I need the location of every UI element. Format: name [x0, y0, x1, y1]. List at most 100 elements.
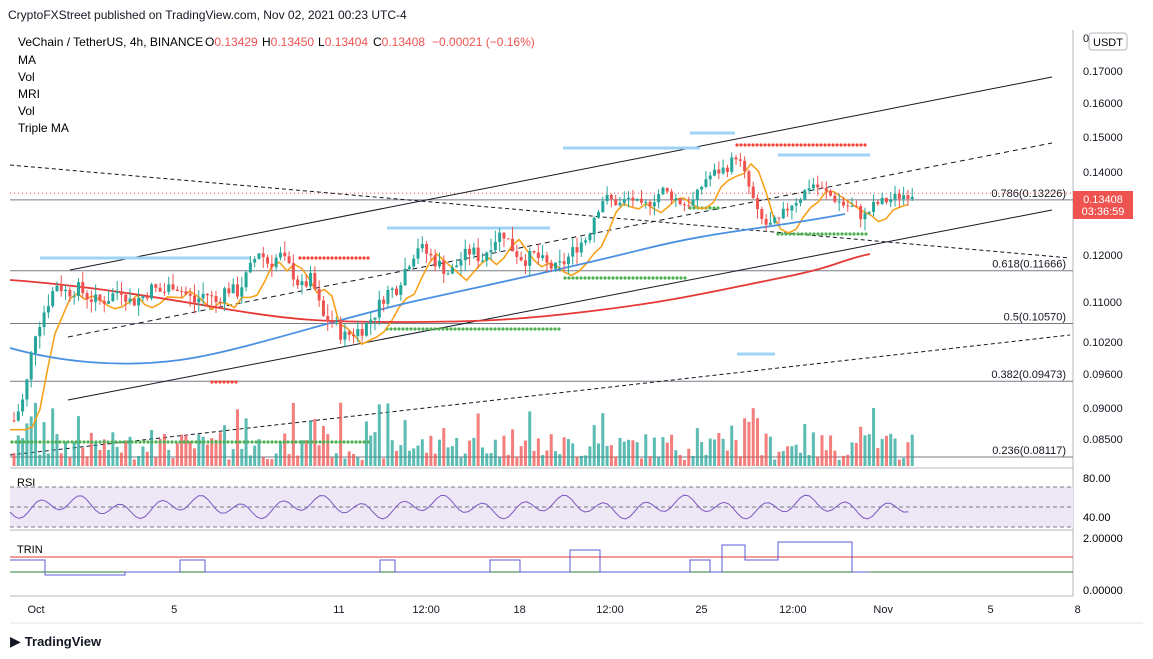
- candle-body: [528, 250, 532, 266]
- green-signal-dot: [417, 327, 421, 331]
- candle-body: [119, 291, 123, 295]
- green-signal-dot: [481, 327, 485, 331]
- green-signal-dot: [501, 327, 505, 331]
- green-signal-dot: [517, 327, 521, 331]
- volume-bar: [261, 457, 265, 466]
- green-signal-dot: [631, 276, 635, 280]
- volume-bar: [450, 446, 454, 466]
- volume-bar: [631, 440, 635, 466]
- green-signal-dot: [214, 440, 218, 444]
- green-signal-dot: [780, 232, 784, 236]
- candle-body: [261, 253, 265, 258]
- green-signal-dot: [525, 327, 529, 331]
- candle-body: [614, 199, 618, 206]
- volume-bar: [85, 456, 89, 466]
- legend: VeChain / TetherUS, 4h, BINANCE O0.13429…: [18, 35, 535, 135]
- candle-body: [764, 218, 768, 225]
- volume-bar: [665, 442, 669, 466]
- candle-body: [635, 198, 639, 201]
- green-signal-dot: [118, 440, 122, 444]
- volume-bar: [124, 440, 128, 466]
- candle-body: [897, 193, 901, 200]
- green-signal-dot: [599, 276, 603, 280]
- red-signal-dot: [310, 256, 314, 260]
- candle-body: [16, 411, 20, 421]
- volume-bar: [837, 459, 841, 466]
- green-signal-dot: [50, 440, 54, 444]
- candle-body: [571, 247, 575, 257]
- green-signal-dot: [190, 440, 194, 444]
- candle-body: [622, 199, 626, 203]
- green-signal-dot: [34, 440, 38, 444]
- green-signal-dot: [607, 276, 611, 280]
- volume-bar: [119, 452, 123, 466]
- green-signal-dot: [537, 327, 541, 331]
- candle-body: [124, 294, 128, 302]
- volume-bar: [601, 413, 605, 466]
- candle-body: [657, 194, 661, 203]
- green-signal-dot: [246, 440, 250, 444]
- red-signal-dot: [306, 256, 310, 260]
- candle-body: [240, 287, 244, 297]
- green-signal-dot: [716, 206, 720, 210]
- volume-bar: [145, 451, 149, 466]
- volume-bar: [523, 440, 527, 466]
- candle-body: [468, 248, 472, 255]
- volume-bar: [558, 454, 562, 466]
- green-signal-dot: [342, 440, 346, 444]
- candle-body: [777, 217, 781, 219]
- red-signal-dot: [803, 143, 807, 147]
- green-signal-dot: [182, 440, 186, 444]
- volume-bar: [893, 438, 897, 466]
- time-tick-label: 12:00: [596, 604, 624, 616]
- candle-body: [511, 238, 515, 252]
- candle-body: [132, 298, 136, 306]
- volume-bar: [42, 422, 46, 466]
- volume-bar: [700, 442, 704, 466]
- volume-bar: [833, 450, 837, 466]
- green-signal-dot: [222, 440, 226, 444]
- candle-body: [713, 169, 717, 176]
- candle-body: [523, 260, 527, 266]
- green-signal-dot: [226, 440, 230, 444]
- rsi-label: RSI: [17, 477, 35, 489]
- candle-body: [21, 399, 25, 412]
- red-signal-dot: [811, 143, 815, 147]
- volume-bar: [661, 437, 665, 466]
- volume-bar: [102, 439, 106, 466]
- volume-bar: [738, 456, 742, 466]
- green-signal-dot: [497, 327, 501, 331]
- green-signal-dot: [158, 440, 162, 444]
- green-signal-dot: [174, 440, 178, 444]
- green-signal-dot: [579, 276, 583, 280]
- candle-body: [609, 194, 613, 200]
- green-signal-dot: [820, 232, 824, 236]
- svg-text:O0.13429: O0.13429: [205, 35, 258, 49]
- volume-bar: [111, 432, 115, 466]
- indicator-triple-ma: Triple MA: [18, 121, 69, 135]
- volume-bar: [781, 451, 785, 466]
- volume-bar: [360, 459, 364, 466]
- candle-body: [227, 288, 231, 294]
- currency-badge[interactable]: USDT: [1088, 32, 1128, 51]
- green-signal-dot: [848, 232, 852, 236]
- volume-bar: [910, 434, 914, 466]
- candle-body: [734, 157, 738, 160]
- volume-bar: [330, 457, 334, 466]
- green-signal-dot: [816, 232, 820, 236]
- trin-tick-label: 0.00000: [1083, 585, 1123, 597]
- volume-bar: [807, 455, 811, 466]
- tradingview-logo[interactable]: ▶ TradingView: [10, 633, 102, 649]
- candle-body: [158, 287, 162, 292]
- candle-body: [725, 167, 729, 172]
- candle-body: [201, 293, 205, 299]
- candle-body: [373, 317, 377, 320]
- volume-bar: [278, 442, 282, 466]
- volume-bar: [889, 433, 893, 466]
- green-signal-dot: [591, 276, 595, 280]
- candle-body: [395, 288, 399, 295]
- red-signal-dot: [350, 256, 354, 260]
- green-signal-dot: [844, 232, 848, 236]
- green-signal-dot: [784, 232, 788, 236]
